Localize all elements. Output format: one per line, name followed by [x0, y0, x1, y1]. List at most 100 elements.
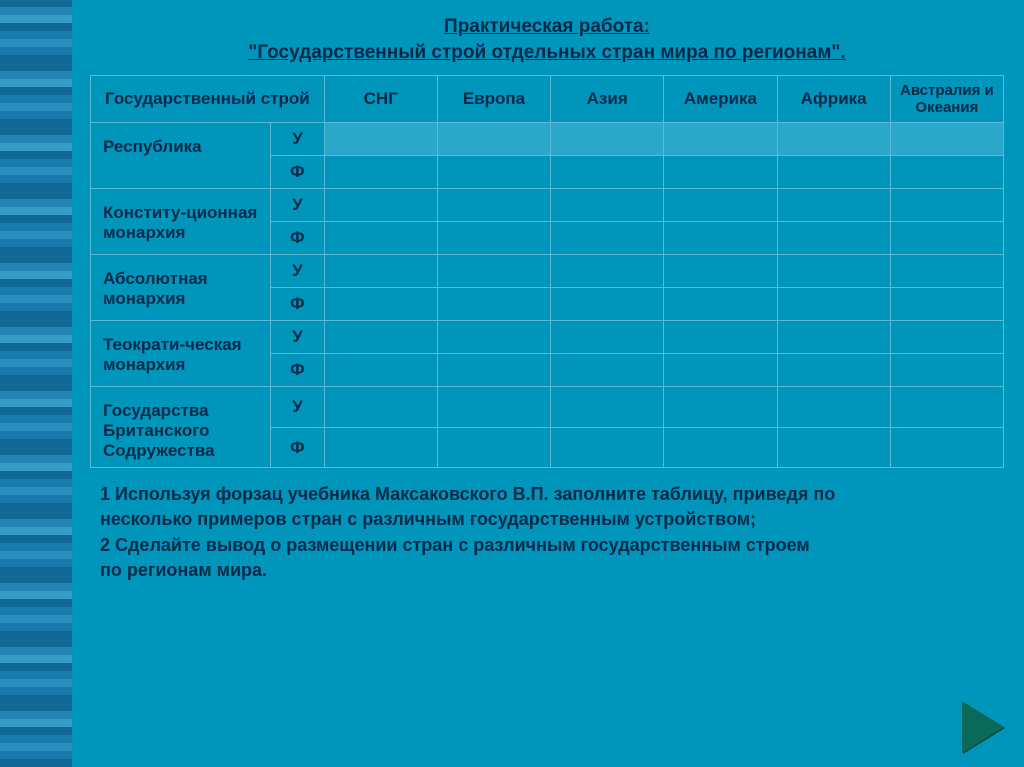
instructions: 1 Используя форзац учебника Максаковског… — [90, 482, 1004, 583]
row-sublabel-u: У — [271, 255, 325, 288]
col-header-main: Государственный строй — [91, 76, 325, 123]
table-cell — [437, 123, 550, 156]
table-cell — [890, 321, 1003, 354]
table-cell — [324, 189, 437, 222]
table-cell — [777, 222, 890, 255]
table-cell — [551, 427, 664, 468]
col-header-region: Европа — [437, 76, 550, 123]
table-cell — [551, 354, 664, 387]
row-sublabel-u: У — [271, 189, 325, 222]
table-cell — [664, 156, 777, 189]
note-line: по регионам мира. — [100, 558, 1004, 583]
row-label: Конститу-ционная монархия — [91, 189, 271, 255]
table-cell — [324, 427, 437, 468]
table-cell — [437, 156, 550, 189]
table-cell — [551, 387, 664, 428]
table-cell — [437, 354, 550, 387]
table-cell — [437, 189, 550, 222]
table-cell — [777, 288, 890, 321]
table-row: Государства Британского Содружества У — [91, 387, 1004, 428]
col-header-region: Азия — [551, 76, 664, 123]
table-header-row: Государственный строй СНГ Европа Азия Ам… — [91, 76, 1004, 123]
table-cell — [324, 156, 437, 189]
table-cell — [777, 189, 890, 222]
row-sublabel-f: Ф — [271, 222, 325, 255]
table-cell — [324, 123, 437, 156]
note-line: несколько примеров стран с различным гос… — [100, 507, 1004, 532]
title-line-2: "Государственный строй отдельных стран м… — [248, 42, 845, 63]
table-row: Абсолютная монархия У — [91, 255, 1004, 288]
table-cell — [777, 156, 890, 189]
col-header-region: Африка — [777, 76, 890, 123]
table-cell — [664, 387, 777, 428]
row-sublabel-f: Ф — [271, 354, 325, 387]
table-cell — [890, 387, 1003, 428]
table-row: Теократи-ческая монархия У — [91, 321, 1004, 354]
table-cell — [664, 123, 777, 156]
row-label: Теократи-ческая монархия — [91, 321, 271, 387]
table-cell — [664, 288, 777, 321]
table-cell — [777, 427, 890, 468]
table-cell — [437, 288, 550, 321]
table-cell — [551, 288, 664, 321]
table-cell — [551, 255, 664, 288]
row-sublabel-u: У — [271, 321, 325, 354]
row-sublabel-u: У — [271, 387, 325, 428]
table-cell — [551, 156, 664, 189]
table-cell — [777, 321, 890, 354]
table-row: Конститу-ционная монархия У — [91, 189, 1004, 222]
table-cell — [551, 123, 664, 156]
note-line: 2 Сделайте вывод о размещении стран с ра… — [100, 533, 1004, 558]
table-cell — [777, 255, 890, 288]
data-table: Государственный строй СНГ Европа Азия Ам… — [90, 75, 1004, 468]
table-cell — [437, 427, 550, 468]
slide-content: Практическая работа: "Государственный ст… — [72, 0, 1024, 583]
table-cell — [324, 321, 437, 354]
table-cell — [890, 222, 1003, 255]
table-cell — [664, 354, 777, 387]
row-sublabel-u: У — [271, 123, 325, 156]
next-arrow-icon[interactable] — [962, 701, 1004, 753]
note-line: 1 Используя форзац учебника Максаковског… — [100, 482, 1004, 507]
title-line-1: Практическая работа: — [444, 16, 650, 37]
table-cell — [437, 387, 550, 428]
table-cell — [664, 255, 777, 288]
table-cell — [890, 255, 1003, 288]
table-cell — [324, 222, 437, 255]
table-cell — [890, 156, 1003, 189]
table-cell — [777, 387, 890, 428]
table-row: Республика У — [91, 123, 1004, 156]
row-sublabel-f: Ф — [271, 427, 325, 468]
table-cell — [777, 354, 890, 387]
table-cell — [890, 288, 1003, 321]
table-cell — [890, 354, 1003, 387]
table-cell — [324, 354, 437, 387]
table-cell — [324, 255, 437, 288]
table-cell — [664, 222, 777, 255]
col-header-region: СНГ — [324, 76, 437, 123]
table-cell — [890, 427, 1003, 468]
col-header-region: Америка — [664, 76, 777, 123]
table-cell — [890, 189, 1003, 222]
col-header-region: Австралия и Океания — [890, 76, 1003, 123]
page-title: Практическая работа: "Государственный ст… — [90, 14, 1004, 65]
row-label: Государства Британского Содружества — [91, 387, 271, 468]
decorative-sidebar — [0, 0, 72, 767]
row-sublabel-f: Ф — [271, 288, 325, 321]
table-cell — [551, 222, 664, 255]
table-cell — [437, 255, 550, 288]
table-cell — [324, 387, 437, 428]
row-label: Абсолютная монархия — [91, 255, 271, 321]
table-cell — [324, 288, 437, 321]
table-cell — [664, 189, 777, 222]
table-cell — [664, 321, 777, 354]
table-cell — [664, 427, 777, 468]
table-cell — [890, 123, 1003, 156]
table-cell — [437, 222, 550, 255]
table-cell — [777, 123, 890, 156]
row-sublabel-f: Ф — [271, 156, 325, 189]
table-cell — [551, 189, 664, 222]
row-label: Республика — [91, 123, 271, 189]
table-cell — [551, 321, 664, 354]
table-cell — [437, 321, 550, 354]
